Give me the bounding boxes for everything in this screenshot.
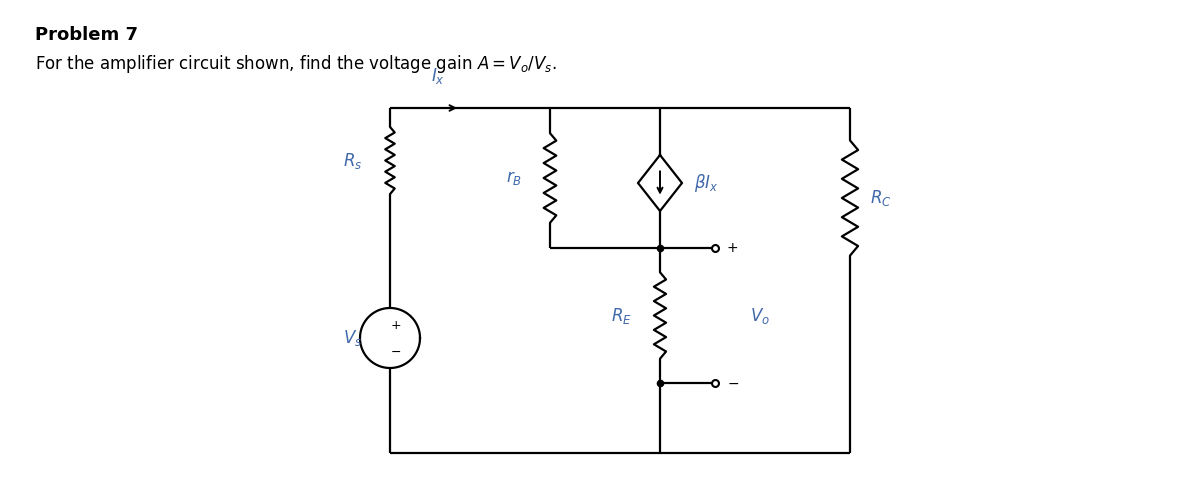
Text: +: + [727,241,739,255]
Text: $r_B$: $r_B$ [506,169,522,187]
Text: $V_s$: $V_s$ [343,328,362,348]
Text: For the amplifier circuit shown, find the voltage gain $A = V_o/V_s$.: For the amplifier circuit shown, find th… [35,53,557,75]
Text: $R_s$: $R_s$ [343,150,362,170]
Text: $-$: $-$ [727,376,739,390]
Text: +: + [391,319,401,332]
Text: $R_E$: $R_E$ [611,305,632,326]
Text: $-$: $-$ [390,345,402,358]
Text: $R_C$: $R_C$ [870,188,892,208]
Text: $V_o$: $V_o$ [750,305,770,326]
Text: $I_x$: $I_x$ [431,66,444,86]
Text: Problem 7: Problem 7 [35,26,138,44]
Text: $\beta I_x$: $\beta I_x$ [694,172,719,194]
